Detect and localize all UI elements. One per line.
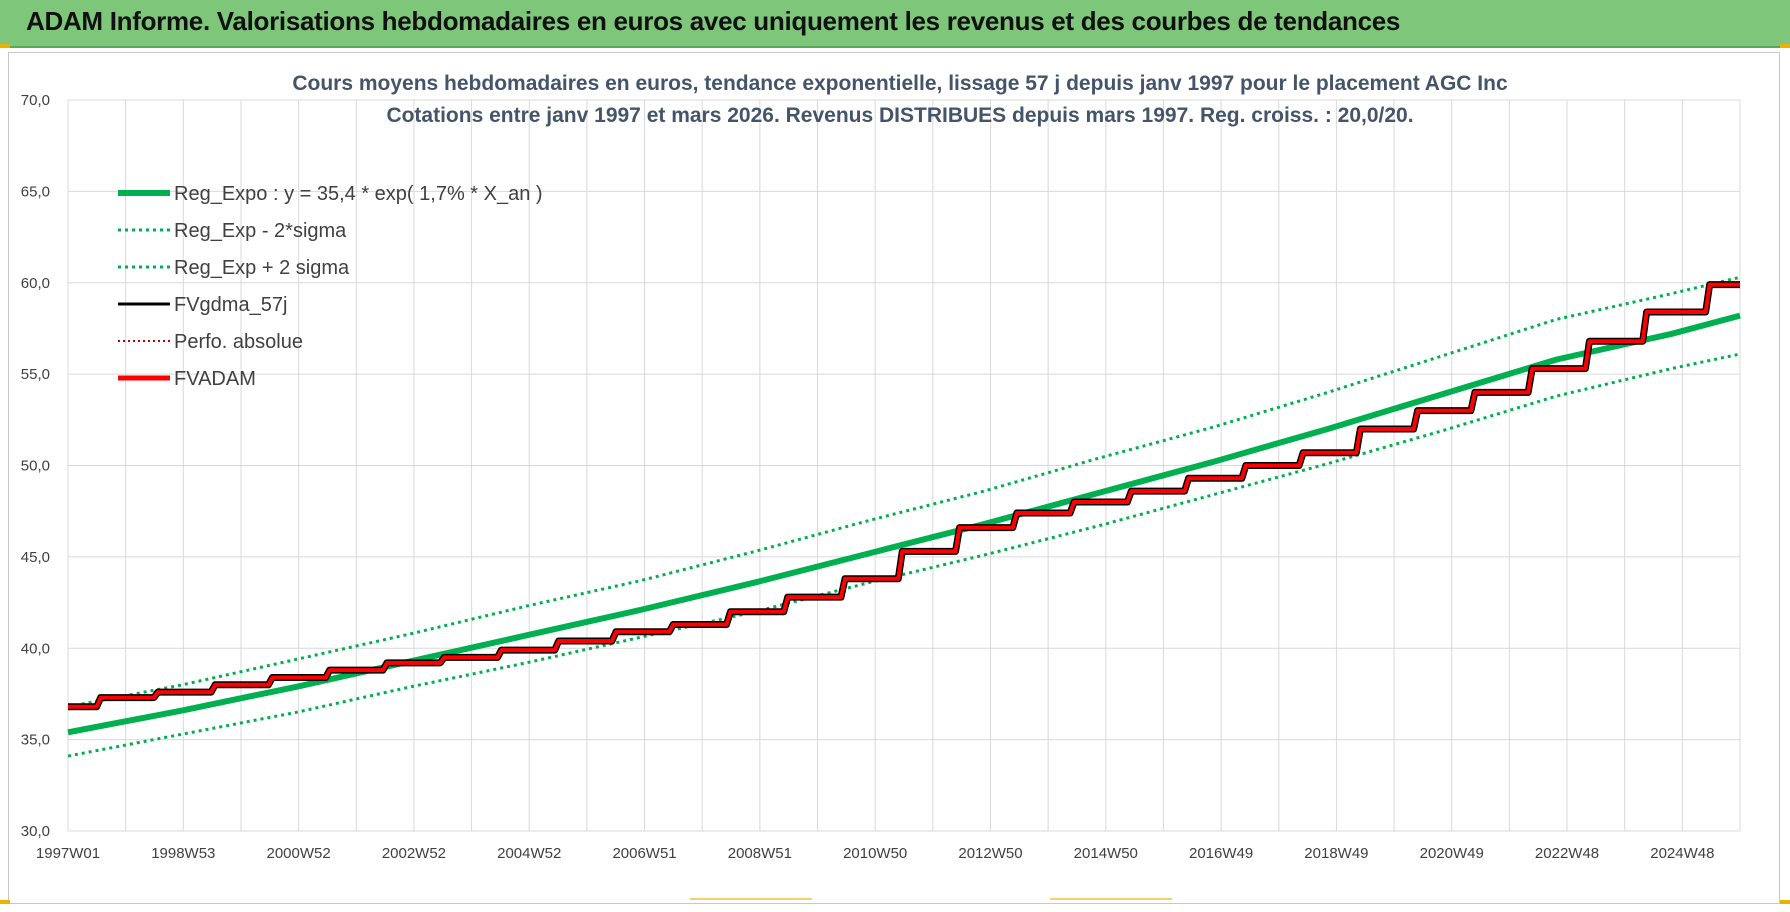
x-tick-label: 2012W50 bbox=[958, 845, 1022, 862]
series-line-4 bbox=[68, 283, 1740, 708]
legend-label: Perfo. absolue bbox=[174, 331, 303, 353]
y-tick-label: 30,0 bbox=[21, 823, 50, 840]
x-axis-ticks: 1997W01 1998W53 2000W52 2002W52 2004W52 2006W… bbox=[36, 845, 1715, 862]
x-tick-label: 1998W53 bbox=[151, 845, 215, 862]
y-axis-ticks: 30,0 35,0 40,0 45,0 50,0 55,0 60,0 65,0 70,0 bbox=[21, 92, 50, 840]
grid-lines bbox=[67, 99, 1741, 832]
y-tick-label: 60,0 bbox=[21, 275, 50, 292]
x-tick-label: 2004W52 bbox=[497, 845, 561, 862]
x-tick-label: 2008W51 bbox=[728, 845, 792, 862]
legend-label: Reg_Expo : y = 35,4 * exp( 1,7% * X_an ) bbox=[174, 183, 543, 205]
bottom-accent-1 bbox=[690, 898, 812, 900]
y-tick-label: 50,0 bbox=[21, 458, 50, 475]
x-tick-label: 2018W49 bbox=[1304, 845, 1368, 862]
corner-mark-top-left bbox=[0, 44, 10, 48]
series-line-2 bbox=[67, 275, 1741, 709]
series-line-0 bbox=[67, 312, 1741, 736]
x-tick-label: 2020W49 bbox=[1420, 845, 1484, 862]
x-tick-label: 2010W50 bbox=[843, 845, 907, 862]
x-tick-label: 2006W51 bbox=[612, 845, 676, 862]
series-line-5 bbox=[68, 282, 1740, 709]
y-tick-label: 70,0 bbox=[21, 92, 50, 109]
series-line-1 bbox=[67, 352, 1741, 758]
y-tick-label: 55,0 bbox=[21, 366, 50, 383]
x-tick-label: 2022W48 bbox=[1535, 845, 1599, 862]
x-tick-label: 2016W49 bbox=[1189, 845, 1253, 862]
legend-label: Reg_Exp + 2 sigma bbox=[174, 257, 350, 279]
report-title: ADAM Informe. Valorisations hebdomadaire… bbox=[26, 6, 1401, 36]
y-tick-label: 65,0 bbox=[21, 183, 50, 200]
x-tick-label: 2002W52 bbox=[382, 845, 446, 862]
corner-mark-bottom-right bbox=[1780, 900, 1790, 904]
series-lines bbox=[67, 275, 1741, 758]
corner-mark-bottom-left bbox=[0, 900, 10, 904]
legend-label: FVADAM bbox=[174, 368, 256, 390]
bottom-accent-2 bbox=[1050, 898, 1172, 900]
x-tick-label: 1997W01 bbox=[36, 845, 100, 862]
x-tick-label: 2000W52 bbox=[267, 845, 331, 862]
y-tick-label: 40,0 bbox=[21, 640, 50, 657]
y-tick-label: 45,0 bbox=[21, 549, 50, 566]
chart-frame bbox=[8, 52, 1780, 904]
legend-label: Reg_Exp - 2*sigma bbox=[174, 220, 347, 242]
series-line-3 bbox=[68, 281, 1740, 711]
x-tick-label: 2024W48 bbox=[1650, 845, 1714, 862]
chart-title-line1: Cours moyens hebdomadaires en euros, ten… bbox=[292, 72, 1508, 95]
corner-mark-top-right bbox=[1780, 44, 1790, 48]
chart-legend: Reg_Expo : y = 35,4 * exp( 1,7% * X_an )… bbox=[118, 183, 543, 390]
y-tick-label: 35,0 bbox=[21, 732, 50, 749]
x-tick-label: 2014W50 bbox=[1074, 845, 1138, 862]
legend-label: FVgdma_57j bbox=[174, 294, 287, 316]
chart-title-line2: Cotations entre janv 1997 et mars 2026. … bbox=[386, 104, 1414, 127]
report-banner: ADAM Informe. Valorisations hebdomadaire… bbox=[0, 0, 1790, 48]
